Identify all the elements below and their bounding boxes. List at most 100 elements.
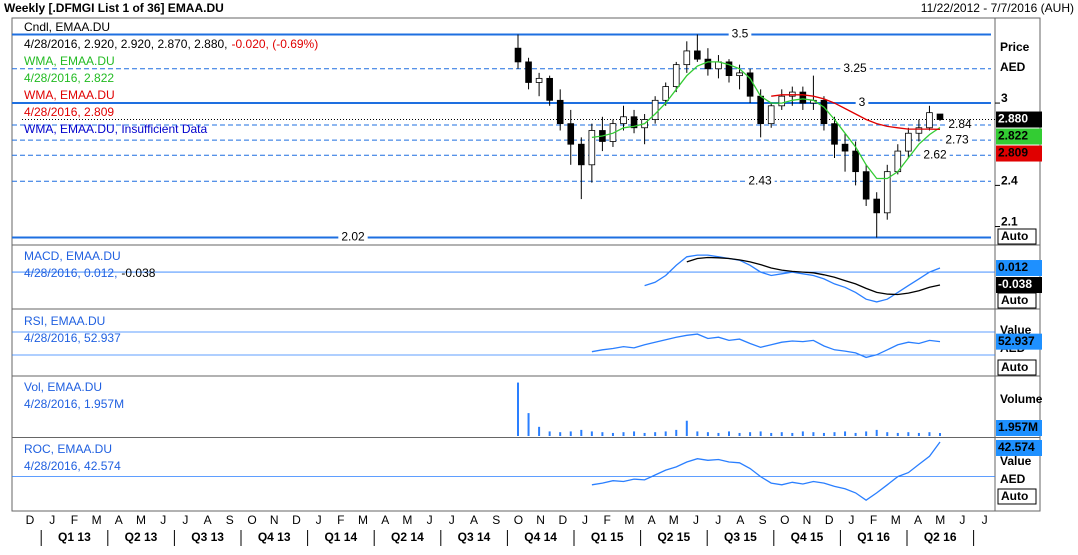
auto-button[interactable] [997, 292, 1037, 309]
volume-bar [633, 431, 636, 436]
month-label: M [92, 513, 102, 527]
volume-bar [865, 431, 868, 436]
level-label-bg [855, 96, 869, 111]
date-range: 11/22/2012 - 7/7/2016 (AUH) [921, 1, 1074, 15]
month-label: O [780, 513, 789, 527]
legend-entry: 4/28/2016, 42.574 [24, 459, 121, 473]
month-label: A [914, 513, 922, 527]
volume-bar [791, 432, 794, 436]
month-label: S [226, 513, 234, 527]
candle-body [831, 123, 838, 145]
legend-entry: WMA, EMAA.DU, Insufficient Data [24, 122, 207, 136]
month-label: M [358, 513, 368, 527]
candle-body [514, 47, 522, 63]
volume-bar [538, 426, 541, 436]
legend-entry: WMA, EMAA.DU [24, 54, 115, 68]
volume-bar [590, 431, 593, 436]
value-box-label: 0.012 [998, 260, 1028, 274]
value-box-label: -0.038 [998, 277, 1032, 291]
month-label: D [26, 513, 35, 527]
volume-bar [770, 432, 773, 436]
quarter-label: Q2 14 [391, 530, 424, 544]
level-label: 3.5 [732, 27, 749, 41]
candle-body [525, 61, 532, 83]
quarter-label: Q3 13 [191, 530, 224, 544]
value-box-label: 2.880 [998, 112, 1028, 126]
candle-body [725, 61, 733, 77]
month-label: O [247, 513, 256, 527]
legend-entry: 4/28/2016, 2.809 [24, 105, 114, 119]
auto-button[interactable] [997, 228, 1037, 245]
candle-body [704, 58, 712, 70]
month-label: D [292, 513, 301, 527]
value-box [996, 111, 1042, 128]
candle-body [905, 132, 912, 152]
month-label: F [604, 513, 611, 527]
volume-bar [654, 432, 657, 436]
candle-body [841, 143, 849, 152]
level-label-bg [920, 148, 950, 163]
series-line [771, 94, 941, 130]
volume-bar [801, 431, 804, 436]
month-label: F [71, 513, 78, 527]
value-box-label: 2.809 [998, 146, 1028, 160]
volume-bar [622, 432, 625, 436]
legend-text: -0.038 [121, 266, 155, 280]
volume-bar [928, 432, 931, 436]
month-label: J [715, 513, 721, 527]
volume-bar [896, 432, 899, 436]
month-label: N [536, 513, 545, 527]
volume-bar [685, 420, 688, 436]
legend-text: WMA, EMAA.DU [24, 88, 115, 102]
legend-text: Cndl, EMAA.DU [24, 20, 110, 34]
month-label: D [825, 513, 834, 527]
volume-bar [601, 432, 604, 436]
candle-body [630, 116, 638, 129]
volume-bar [939, 433, 941, 436]
auto-button[interactable] [997, 488, 1037, 505]
level-label: 2.02 [341, 230, 365, 244]
quarter-label: Q3 15 [724, 530, 757, 544]
month-label: O [514, 513, 523, 527]
month-label: J [316, 513, 322, 527]
value-box [996, 260, 1042, 277]
candle-body [736, 72, 743, 77]
legend-entry: 4/28/2016, 1.957M [24, 397, 124, 411]
legend-text: Vol, EMAA.DU [24, 380, 102, 394]
month-label: M [402, 513, 412, 527]
candle-body [694, 50, 701, 60]
candle-body [567, 123, 575, 145]
legend-entry: 4/28/2016, 2.920, 2.920, 2.870, 2.880, -0… [24, 37, 318, 51]
level-label: 2.73 [945, 132, 969, 146]
legend-entry: Vol, EMAA.DU [24, 380, 102, 394]
candle-body [662, 86, 670, 101]
candle-body [936, 113, 944, 120]
candle-body [852, 150, 859, 173]
quarter-label: Q1 14 [324, 530, 357, 544]
quarter-label: Q4 14 [524, 530, 557, 544]
legend-text: 4/28/2016, 2.920, 2.920, 2.870, 2.880, [24, 37, 228, 51]
value-box-label: 42.574 [998, 440, 1035, 454]
candle-body [862, 171, 870, 200]
value-box-label: 2.822 [998, 129, 1028, 143]
auto-label: Auto [1001, 489, 1028, 503]
legend-text: 4/28/2016, 0.012, [24, 266, 117, 280]
candle-body [651, 99, 659, 120]
auto-label: Auto [1001, 229, 1028, 243]
volume-bar [696, 431, 699, 436]
volume-bar [844, 431, 847, 436]
candle-body [767, 105, 775, 125]
auto-button[interactable] [997, 359, 1037, 376]
month-label: A [648, 513, 656, 527]
month-label: F [337, 513, 344, 527]
month-label: J [182, 513, 188, 527]
month-label: A [736, 513, 744, 527]
legend-entry: 4/28/2016, 0.012, -0.038 [24, 266, 156, 280]
volume-bar [643, 432, 646, 436]
candle-body [926, 112, 933, 129]
quarter-label: Q1 16 [857, 530, 890, 544]
volume-bar [728, 431, 730, 436]
level-label-bg [840, 61, 870, 76]
candle-body [820, 99, 828, 125]
candle-body [788, 91, 796, 97]
